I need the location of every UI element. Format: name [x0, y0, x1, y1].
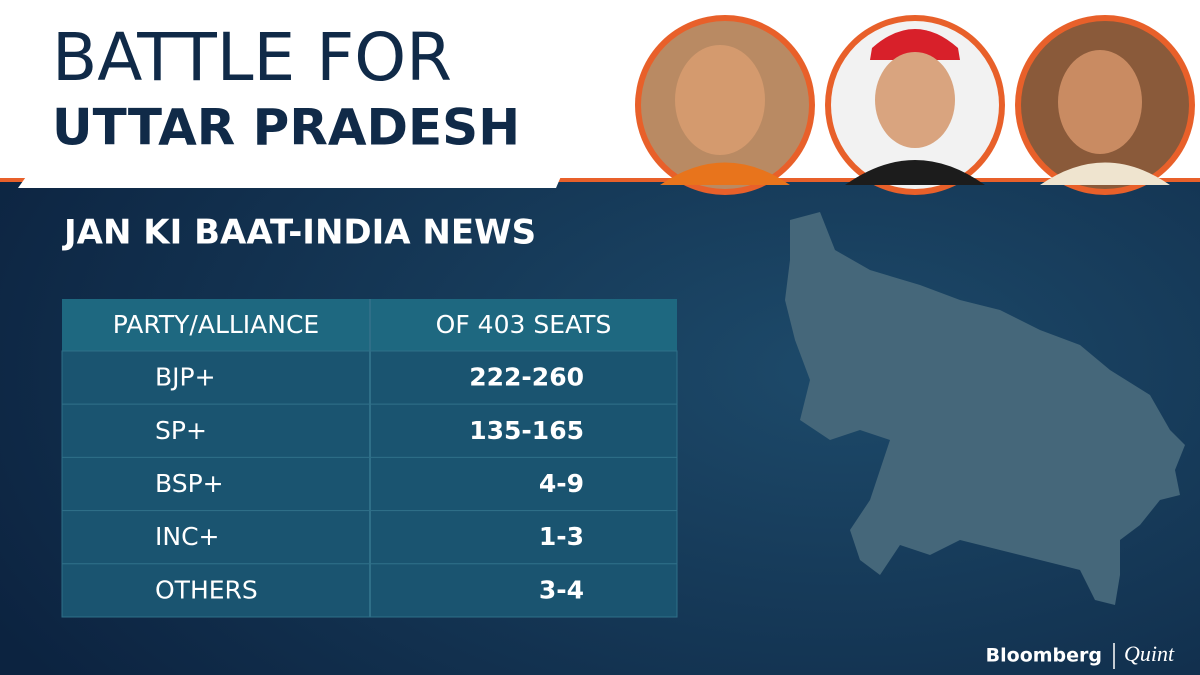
seat-range: 3-4: [539, 575, 584, 604]
portrait-shawl: [1040, 162, 1170, 185]
brand-bloomberg: Bloomberg: [986, 645, 1102, 667]
brand-quint: Quint: [1124, 641, 1175, 666]
portrait-face: [875, 52, 955, 148]
title-line1: BATTLE FOR: [52, 19, 452, 96]
portrait-face: [1058, 50, 1142, 154]
party-name: SP+: [155, 416, 207, 445]
title-underline: [18, 174, 562, 188]
subtitle: JAN KI BAAT-INDIA NEWS: [62, 213, 536, 253]
column-header: PARTY/ALLIANCE: [113, 310, 319, 339]
portrait-robe: [660, 162, 790, 185]
seat-table: PARTY/ALLIANCE OF 403 SEATS BJP+ 222-260 SP+…: [61, 299, 678, 618]
portrait-coat: [845, 160, 985, 185]
seat-range: 1-3: [539, 522, 584, 551]
state-map: [785, 212, 1185, 605]
party-name: BJP+: [155, 363, 216, 392]
seat-range: 222-260: [469, 363, 584, 392]
column-header: OF 403 SEATS: [436, 310, 612, 339]
title-line2: UTTAR PRADESH: [52, 99, 520, 157]
portrait-face: [675, 45, 765, 155]
header-rule: [0, 178, 1200, 182]
seat-range: 135-165: [469, 416, 584, 445]
party-name: OTHERS: [155, 575, 258, 604]
party-name: BSP+: [155, 469, 224, 498]
party-name: INC+: [155, 522, 219, 551]
portraits: [635, 15, 1195, 195]
portrait-cap: [870, 29, 960, 60]
seat-range: 4-9: [539, 469, 584, 498]
